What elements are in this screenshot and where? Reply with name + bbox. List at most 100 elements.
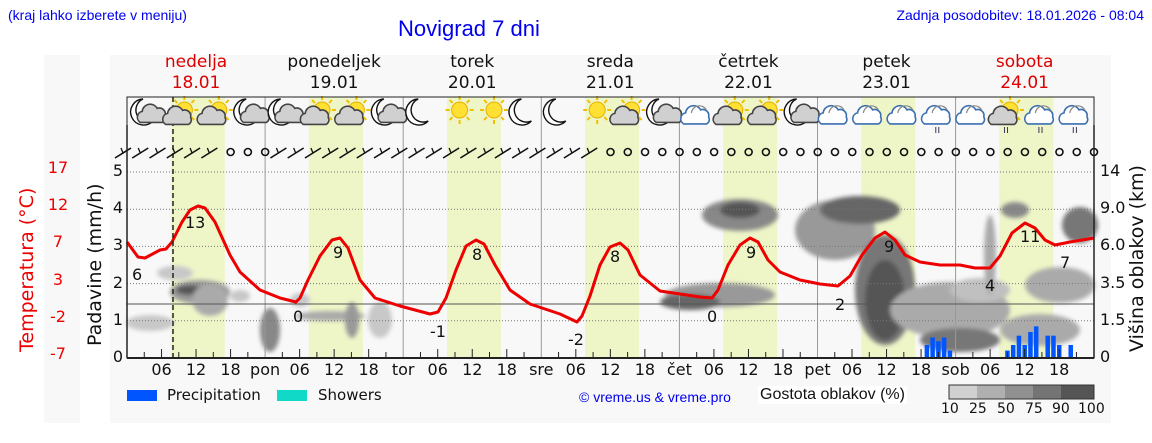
cloud-height-tick: 6.0 (1100, 235, 1126, 255)
svg-text:ıı: ıı (1037, 123, 1043, 136)
x-tick-label: 06 (565, 360, 586, 379)
x-tick-label: 12 (600, 360, 621, 379)
day-date: 18.01 (171, 73, 221, 93)
x-tick-label: 18 (358, 360, 379, 379)
showers-swatch (277, 390, 307, 401)
cloud-icon (817, 104, 848, 125)
x-tick-label: 12 (876, 360, 897, 379)
svg-text:ıı: ıı (1003, 123, 1009, 136)
cloud-height-axis-label: Višina oblakov (km) (1126, 165, 1148, 352)
density-scale-label: 50 (997, 401, 1015, 417)
precipitation-swatch (127, 390, 157, 401)
wind-row (114, 147, 1099, 159)
precipitation-tick: 2 (112, 272, 123, 292)
temperature-value: 0 (707, 307, 717, 326)
sun-icon (480, 96, 508, 124)
sun-icon (445, 96, 474, 124)
sun-cloud-icon (299, 96, 336, 126)
cloud-icon (679, 104, 711, 125)
sun-cloud-icon (161, 96, 199, 126)
x-tick-label: čet (666, 360, 692, 379)
sun-cloud-icon (333, 96, 371, 126)
temperature-axis-label: Temperatura (°C) (16, 187, 38, 352)
day-name: sobota (995, 52, 1054, 72)
precipitation-tick: 1 (112, 309, 123, 329)
copyright-link[interactable]: © vreme.us & vreme.pro (579, 389, 731, 405)
x-tick-label: sre (529, 360, 554, 379)
x-tick-label: 12 (738, 360, 759, 379)
day-date: 20.01 (447, 73, 497, 93)
density-scale-label: 10 (941, 401, 959, 417)
cloud-icon (851, 104, 883, 125)
cloud-icon (886, 104, 917, 125)
svg-text:ıı: ıı (934, 123, 940, 136)
x-tick-label: 06 (841, 360, 863, 379)
cloud-density-label: Gostota oblakov (%) (758, 386, 907, 404)
x-tick-label: 18 (772, 360, 794, 379)
moon-cloud-icon (129, 98, 167, 126)
sun-cloud-icon (746, 96, 784, 126)
x-tick-label: 06 (703, 360, 725, 379)
svg-text:ıı: ıı (1072, 123, 1078, 136)
day-name: sreda (586, 52, 634, 72)
day-name: ponedeljek (287, 52, 381, 72)
temperature-value: 2 (835, 295, 845, 314)
daylight-bands (170, 97, 1054, 358)
temperature-value: 9 (884, 237, 894, 256)
temperature-value: 9 (333, 243, 343, 262)
sun-icon (583, 96, 612, 124)
temperature-tick: 12 (47, 195, 69, 215)
temperature-line (125, 204, 1095, 324)
temperature-value: 6 (132, 265, 142, 284)
cloud-density-scale (948, 384, 1095, 400)
moon-icon (508, 98, 532, 126)
x-tick-label: 18 (634, 360, 656, 379)
sun-cloud-icon (712, 96, 749, 126)
day-label-3: sreda 21.01 (550, 52, 670, 94)
temperature-annotations: 6 13 0 9 -1 8 -2 8 0 9 2 9 4 11 7 (132, 213, 1070, 349)
temperature-axis-panel (44, 55, 80, 423)
temperature-value: 4 (985, 276, 995, 295)
x-tick-label: tor (391, 360, 415, 379)
temperature-value: -2 (568, 330, 584, 349)
showers-legend-label: Showers (318, 386, 382, 404)
density-scale-label: 90 (1052, 401, 1070, 417)
day-name: torek (450, 52, 495, 72)
region-hint: (kraj lahko izberete v meniju) (8, 7, 187, 23)
precipitation-tick: 4 (112, 198, 123, 218)
day-date: 22.01 (724, 73, 773, 93)
temperature-tick: -7 (50, 344, 66, 363)
temperature-value: 0 (293, 307, 303, 326)
x-tick-label: 06 (151, 360, 172, 379)
day-label-1: ponedeljek 19.01 (274, 52, 394, 94)
temperature-value: 7 (1060, 253, 1070, 272)
precipitation-tick: 0 (112, 347, 123, 366)
x-tick-label: 18 (220, 360, 241, 379)
x-tick-label: 18 (496, 360, 517, 379)
day-date: 19.01 (309, 73, 359, 93)
cloud-drizzle-icon: ıı (920, 104, 951, 136)
x-tick-label: 18 (1048, 360, 1070, 379)
day-date: 21.01 (586, 73, 635, 93)
x-tick-label: 12 (462, 360, 483, 379)
cloud-icon (955, 104, 986, 125)
moon-cloud-icon (233, 98, 270, 126)
x-tick-label: 06 (289, 360, 310, 379)
cloud-height-tick: 9.0 (1100, 198, 1126, 218)
density-scale-label: 75 (1025, 401, 1043, 417)
temperature-tick: -2 (50, 306, 66, 326)
weather-icons-row: ıı ıı ıı ıı (129, 96, 1089, 136)
x-tick-label: 06 (979, 360, 1001, 379)
precipitation-tick: 3 (112, 235, 123, 255)
grid-lines (127, 97, 1094, 358)
cloud-height-tick: 0 (1100, 347, 1111, 366)
temperature-value: 11 (1020, 227, 1040, 246)
cloud-height-tick: 14 (1100, 161, 1121, 180)
x-tick-label: 06 (427, 360, 448, 379)
last-updated: Zadnja posodobitev: 18.01.2026 - 08:04 (896, 7, 1144, 23)
day-label-5: petek 23.01 (827, 52, 947, 94)
moon-cloud-icon (645, 98, 683, 126)
day-label-6: sobota 24.01 (965, 52, 1085, 94)
cloud-drizzle-icon: ıı (1058, 104, 1089, 136)
temperature-value: 8 (610, 247, 620, 266)
